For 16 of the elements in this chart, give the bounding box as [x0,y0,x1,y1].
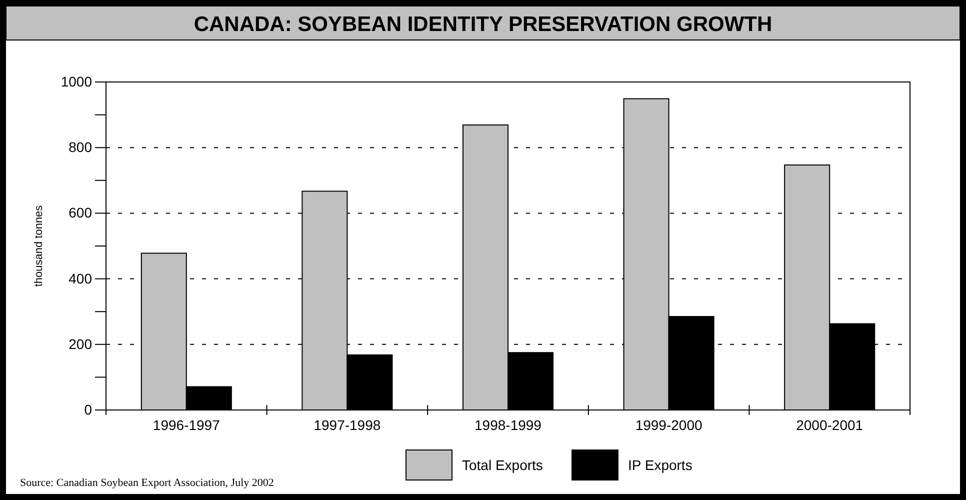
y-tick-label: 1000 [60,73,92,90]
x-tick-label: 1996-1997 [152,417,220,433]
y-tick-label: 200 [68,336,92,352]
source-note: Source: Canadian Soybean Export Association, July 2002 [20,477,274,489]
legend-label: IP Exports [628,457,692,473]
legend-label: Total Exports [462,457,543,473]
x-tick-label: 2000-2001 [796,417,864,433]
chart-title: CANADA: SOYBEAN IDENTITY PRESERVATION GROWTH [194,13,772,36]
y-tick-label: 0 [84,401,92,418]
y-axis-title: thousand tonnes [33,204,45,287]
y-tick-label: 600 [68,204,92,221]
y-tick-label: 400 [68,270,92,286]
x-tick-label: 1997-1998 [314,417,381,433]
x-tick-label: 1999-2000 [635,417,702,433]
x-tick-label: 1998-1999 [474,417,542,433]
y-tick-label: 800 [68,139,92,156]
